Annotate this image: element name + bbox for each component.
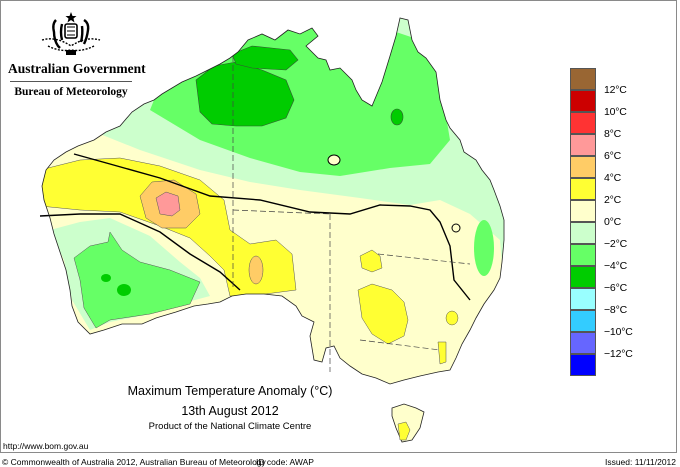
legend-label: −10°C — [604, 326, 633, 338]
legend-swatch — [570, 310, 596, 332]
legend-label: 12°C — [604, 84, 627, 96]
coat-of-arms-icon — [41, 12, 101, 55]
legend-swatch — [570, 200, 596, 222]
government-logo: Australian Government Bureau of Meteorol… — [8, 10, 146, 98]
legend-label: 10°C — [604, 106, 627, 118]
legend-label: −4°C — [604, 260, 627, 272]
legend-swatch — [570, 90, 596, 112]
legend-label: 2°C — [604, 194, 622, 206]
legend-swatch — [570, 112, 596, 134]
logo-divider — [10, 81, 132, 82]
legend-swatch — [570, 354, 596, 376]
issued-date: Issued: 11/11/2012 — [604, 457, 676, 467]
legend-label: 8°C — [604, 128, 622, 140]
legend-swatch — [570, 178, 596, 200]
legend-label: −12°C — [604, 348, 633, 360]
legend-label: −2°C — [604, 238, 627, 250]
product-line: Product of the National Climate Centre — [148, 421, 312, 432]
legend-swatch — [570, 134, 596, 156]
legend-label: 6°C — [604, 150, 622, 162]
legend-swatch — [570, 222, 596, 244]
australia-anomaly-map — [39, 17, 505, 443]
legend-swatch — [570, 266, 596, 288]
legend-label: −6°C — [604, 282, 627, 294]
legend-swatch — [570, 156, 596, 178]
legend-swatch — [570, 244, 596, 266]
legend-swatch — [570, 288, 596, 310]
bureau-name: Bureau of Meteorology — [14, 86, 128, 98]
legend-label: 4°C — [604, 172, 622, 184]
legend-swatch — [570, 332, 596, 354]
legend-swatch — [570, 68, 596, 90]
government-name: Australian Government — [8, 61, 146, 76]
bom-url-link[interactable]: http://www.bom.gov.au — [3, 441, 89, 451]
map-date: 13th August 2012 — [181, 404, 279, 418]
legend-label: 0°C — [604, 216, 622, 228]
legend-label: −8°C — [604, 304, 627, 316]
copyright-notice: © Commonwealth of Australia 2012, Austra… — [2, 457, 266, 467]
map-title: Maximum Temperature Anomaly (°C) — [127, 384, 333, 398]
id-code: ID code: AWAP — [256, 457, 314, 467]
map-title-block: Maximum Temperature Anomaly (°C) 13th Au… — [100, 383, 360, 433]
